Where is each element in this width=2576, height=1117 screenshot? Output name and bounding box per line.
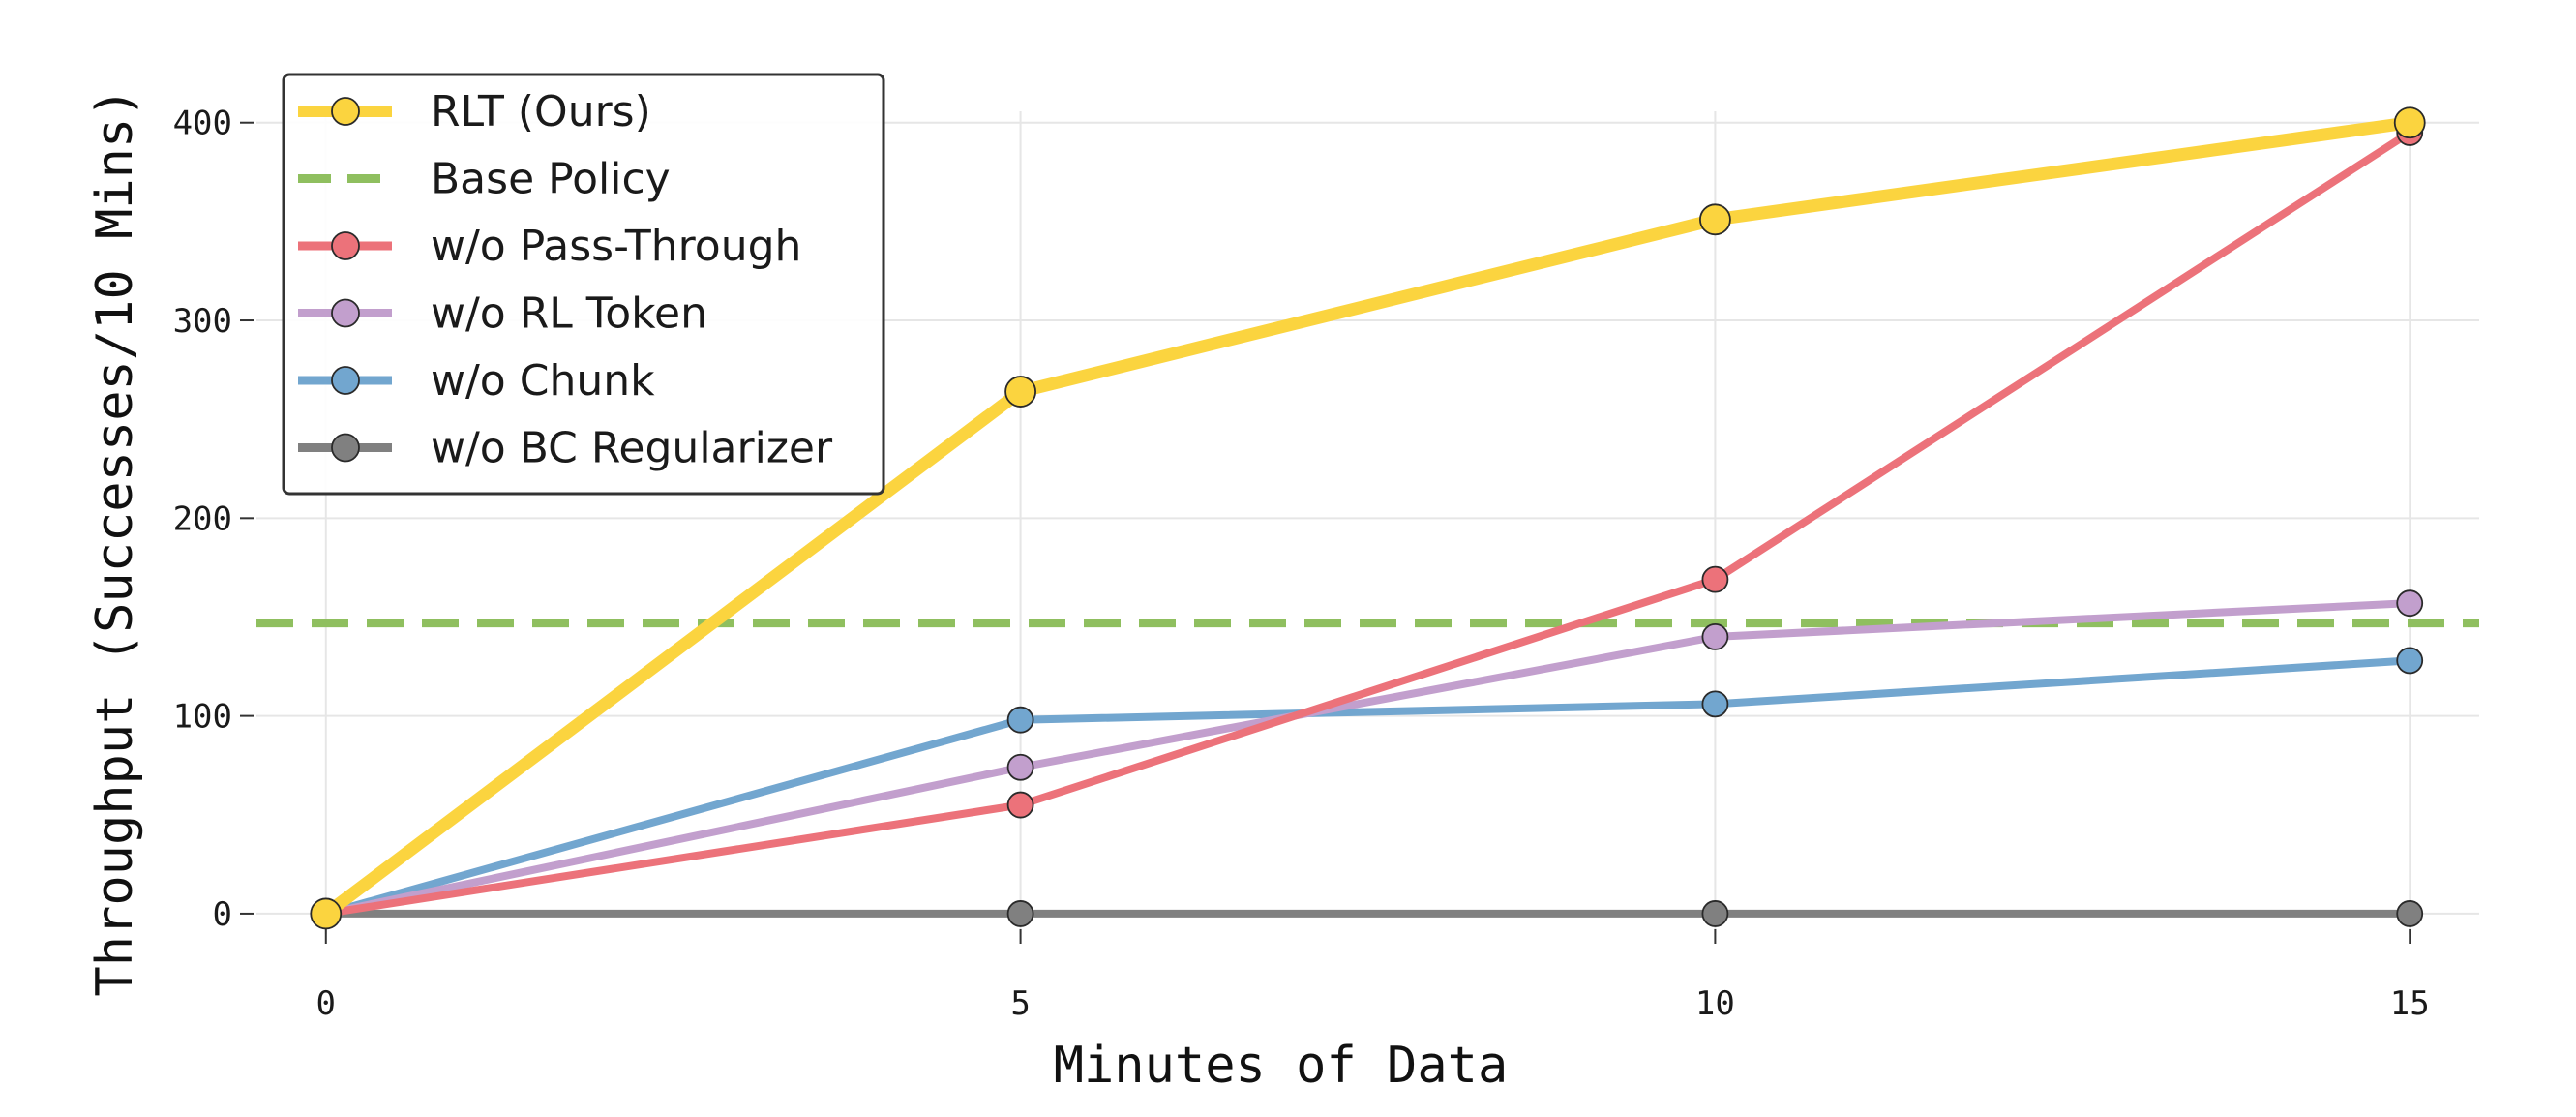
y-axis-title: Throughput (Successes/10 Mins) xyxy=(86,87,144,996)
legend-item: RLT (Ours) xyxy=(298,87,651,136)
legend-marker xyxy=(331,433,360,463)
legend-label: Base Policy xyxy=(431,155,671,204)
legend-marker xyxy=(331,231,360,260)
data-point xyxy=(1699,203,1731,236)
series-line xyxy=(321,599,2414,918)
legend-frame xyxy=(282,73,885,496)
data-point xyxy=(1701,623,1729,650)
legend-label: RLT (Ours) xyxy=(431,87,651,136)
x-axis-title: Minutes of Data xyxy=(1054,1037,1509,1095)
y-tick-label: 300 xyxy=(173,302,232,341)
series-line xyxy=(321,128,2414,918)
x-tick-label: 5 xyxy=(1010,984,1030,1023)
x-tick-label: 15 xyxy=(2390,984,2430,1023)
legend: RLT (Ours) Base Policy w/o Pass-Through w/o… xyxy=(282,73,885,496)
x-tick-label: 0 xyxy=(316,984,336,1023)
legend-marker xyxy=(331,366,360,395)
series-w-o-rl-token xyxy=(312,589,2424,927)
data-point xyxy=(1006,706,1034,734)
legend-label: w/o Pass-Through xyxy=(431,222,801,271)
y-tick-label: 200 xyxy=(173,499,232,538)
data-point xyxy=(310,897,343,930)
data-point xyxy=(1701,900,1729,927)
legend-marker xyxy=(331,97,360,126)
legend-label: w/o RL Token xyxy=(431,289,707,339)
legend-marker xyxy=(331,298,360,328)
y-tick-label: 100 xyxy=(173,698,232,737)
legend-label: w/o Chunk xyxy=(431,356,655,406)
data-point xyxy=(2396,647,2424,675)
y-tick-label: 400 xyxy=(173,105,232,143)
legend-label: w/o BC Regularizer xyxy=(431,424,833,473)
data-point xyxy=(1006,753,1034,781)
data-point xyxy=(1004,376,1036,408)
data-point xyxy=(2396,589,2424,618)
data-point xyxy=(1006,900,1034,927)
x-tick-label: 10 xyxy=(1695,984,1735,1023)
series-line xyxy=(319,116,2416,921)
series-line xyxy=(321,656,2414,918)
y-tick-label: 0 xyxy=(213,895,232,934)
series-rlt-ours xyxy=(310,106,2426,930)
data-point xyxy=(1006,791,1034,819)
data-point xyxy=(1701,690,1729,718)
data-point xyxy=(1701,565,1729,593)
legend-item: w/o Pass-Through xyxy=(298,222,801,271)
axis-ticks: 0 5 10 15 0 100 200 300 400 xyxy=(173,105,2430,1023)
legend-item: w/o Chunk xyxy=(298,356,655,406)
legend-item: w/o RL Token xyxy=(298,289,707,339)
series-w-o-bc-regularizer xyxy=(312,900,2424,927)
legend-item: w/o BC Regularizer xyxy=(298,424,833,473)
legend-item: Base Policy xyxy=(298,155,671,204)
data-point xyxy=(2396,900,2424,927)
data-point xyxy=(2393,106,2426,139)
series-lines xyxy=(256,106,2479,930)
